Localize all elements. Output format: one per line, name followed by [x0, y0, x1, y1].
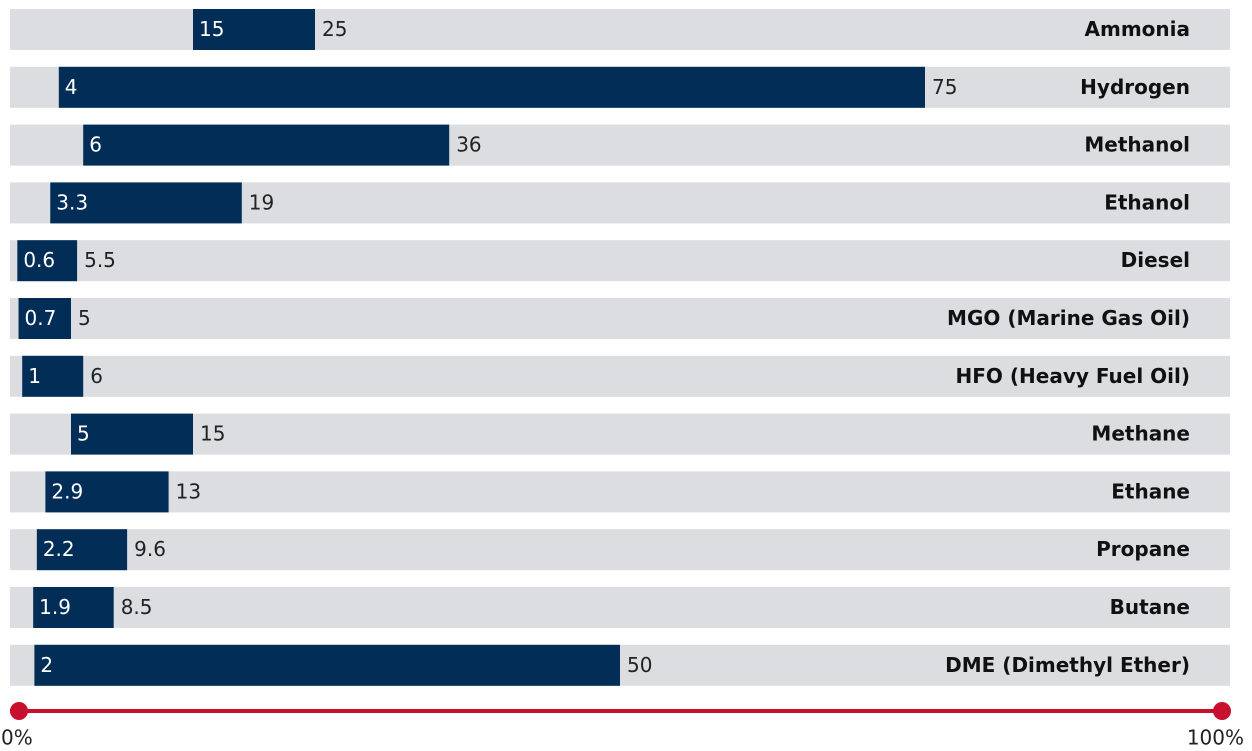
high-label: 25 [322, 17, 347, 41]
category-label: MGO (Marine Gas Oil) [947, 306, 1190, 330]
track [10, 355, 1230, 397]
high-label: 19 [249, 190, 274, 214]
track [10, 413, 1230, 455]
bar [34, 644, 620, 686]
bar [33, 587, 114, 628]
x-tick-label: 100% [1187, 726, 1244, 750]
low-label: 2 [40, 653, 53, 677]
low-label: 4 [65, 75, 78, 99]
high-label: 8.5 [121, 595, 153, 619]
bar [50, 182, 242, 224]
high-label: 15 [200, 422, 225, 446]
high-label: 5 [78, 306, 91, 330]
category-label: Hydrogen [1080, 75, 1190, 99]
track [10, 240, 1230, 282]
category-label: Diesel [1121, 248, 1190, 272]
bar [17, 240, 78, 282]
track [10, 298, 1230, 339]
high-label: 75 [932, 75, 957, 99]
high-label: 36 [456, 133, 481, 157]
low-label: 15 [199, 17, 224, 41]
low-label: 0.6 [23, 248, 55, 272]
high-label: 6 [90, 364, 103, 388]
bar [71, 413, 193, 455]
high-label: 5.5 [84, 248, 116, 272]
category-label: Methane [1091, 422, 1190, 446]
axis-dot [10, 702, 28, 720]
low-label: 1.9 [39, 595, 71, 619]
low-label: 6 [89, 133, 102, 157]
bar [36, 529, 128, 571]
track [10, 471, 1230, 513]
bar [58, 66, 926, 108]
low-label: 0.7 [25, 306, 57, 330]
category-label: HFO (Heavy Fuel Oil) [956, 364, 1190, 388]
category-label: Ammonia [1085, 17, 1191, 41]
axis-dot [1213, 702, 1231, 720]
track [10, 529, 1230, 571]
low-label: 1 [28, 364, 41, 388]
category-label: Ethane [1111, 479, 1190, 503]
low-label: 3.3 [56, 190, 88, 214]
high-label: 13 [176, 479, 201, 503]
category-label: DME (Dimethyl Ether) [945, 653, 1190, 677]
x-tick-label: 0% [1, 726, 33, 750]
low-label: 2.2 [43, 537, 75, 561]
track [10, 587, 1230, 628]
high-label: 50 [627, 653, 652, 677]
category-label: Propane [1096, 537, 1190, 561]
bar [193, 9, 315, 50]
low-label: 5 [77, 422, 90, 446]
bar [22, 355, 84, 397]
category-label: Butane [1110, 595, 1190, 619]
bar [83, 124, 450, 166]
category-label: Methanol [1084, 133, 1190, 157]
low-label: 2.9 [51, 479, 83, 503]
high-label: 9.6 [134, 537, 166, 561]
category-label: Ethanol [1104, 190, 1190, 214]
bar [18, 298, 71, 339]
bar [45, 471, 169, 513]
